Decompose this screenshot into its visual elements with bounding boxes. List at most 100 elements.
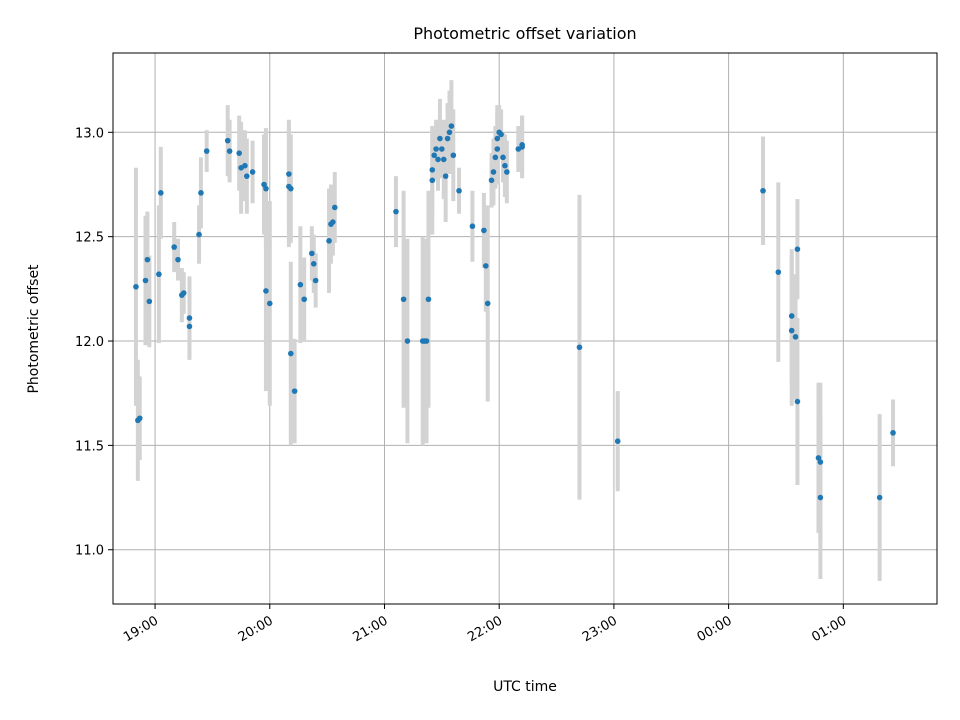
data-point	[483, 263, 489, 269]
data-point	[249, 169, 256, 175]
data-point	[133, 283, 139, 290]
x-axis-label: UTC time	[493, 679, 557, 695]
y-tick-label: 11.0	[75, 544, 104, 559]
data-point	[519, 142, 525, 148]
data-point	[226, 148, 233, 154]
error-bars	[133, 80, 896, 582]
data-point	[291, 388, 298, 394]
data-point	[186, 315, 193, 321]
data-point	[261, 181, 267, 188]
data-point	[435, 156, 441, 163]
data-point	[817, 459, 824, 465]
data-point	[450, 152, 457, 159]
data-point	[297, 281, 304, 288]
y-tick-label: 11.5	[75, 439, 104, 454]
data-point	[433, 146, 439, 152]
data-point	[203, 148, 210, 154]
data-point	[266, 300, 273, 307]
data-point	[244, 173, 250, 179]
data-point	[775, 269, 782, 275]
data-point	[288, 185, 294, 192]
data-point	[393, 208, 399, 215]
grid-lines	[113, 53, 937, 604]
data-point	[439, 146, 445, 152]
y-axis-ticks: 11.0 11.5 12.0 12.5 13.0	[75, 126, 113, 559]
data-point	[488, 177, 495, 184]
data-point	[309, 250, 315, 257]
data-point	[448, 123, 455, 129]
data-point	[198, 190, 204, 196]
data-point	[242, 162, 248, 169]
data-point	[469, 223, 476, 230]
data-point	[142, 277, 149, 284]
data-point	[286, 171, 292, 177]
x-tick-label: 21:00	[351, 613, 391, 645]
data-point	[175, 256, 181, 263]
data-point	[576, 344, 583, 351]
data-point	[312, 277, 319, 284]
data-point	[760, 187, 766, 194]
data-point	[817, 494, 824, 501]
data-point	[404, 338, 411, 344]
data-point	[263, 288, 269, 294]
data-point	[144, 256, 151, 263]
data-point	[504, 169, 510, 175]
data-point	[431, 152, 437, 159]
x-tick-label: 20:00	[236, 613, 276, 645]
x-axis-ticks: 19:00 20:00 21:00 22:00 23:00 00:00 01:00	[121, 604, 849, 645]
data-point	[224, 137, 231, 144]
data-point	[186, 323, 193, 330]
y-tick-label: 12.5	[75, 231, 104, 246]
data-point	[331, 204, 338, 211]
data-point	[196, 231, 202, 238]
y-axis-label: Photometric offset	[26, 264, 42, 394]
data-point	[794, 246, 801, 252]
data-point	[492, 154, 499, 161]
data-point	[288, 350, 294, 357]
data-point	[792, 334, 799, 340]
data-point	[423, 338, 430, 344]
y-tick-label: 12.0	[75, 335, 104, 350]
x-tick-label: 22:00	[465, 613, 505, 645]
data-point	[815, 455, 822, 461]
data-point	[301, 296, 307, 303]
data-point	[890, 430, 896, 436]
data-point	[156, 271, 162, 278]
data-point	[484, 300, 491, 307]
data-point	[446, 129, 453, 136]
data-point	[794, 398, 801, 405]
data-point	[136, 415, 143, 422]
data-point	[326, 238, 332, 244]
data-point	[500, 154, 506, 161]
data-point	[788, 313, 795, 319]
data-points	[133, 123, 896, 501]
data-point	[236, 150, 242, 156]
x-tick-label: 00:00	[695, 613, 735, 645]
data-point	[330, 219, 336, 225]
data-point	[400, 296, 407, 303]
x-tick-label: 19:00	[121, 613, 161, 645]
data-point	[157, 190, 164, 196]
data-point	[614, 438, 621, 445]
chart-title: Photometric offset variation	[413, 24, 636, 43]
data-point	[442, 173, 449, 179]
x-tick-label: 01:00	[809, 613, 849, 645]
data-point	[788, 327, 795, 334]
y-tick-label: 13.0	[75, 126, 104, 141]
data-point	[171, 244, 177, 250]
data-point	[425, 296, 432, 303]
data-point	[444, 135, 451, 142]
x-tick-label: 23:00	[580, 613, 620, 645]
data-point	[490, 169, 497, 175]
data-point	[456, 187, 462, 194]
data-point	[494, 146, 501, 152]
data-point	[180, 290, 187, 296]
data-point	[429, 167, 436, 173]
data-point	[481, 227, 487, 234]
data-point	[146, 298, 153, 305]
data-point	[437, 135, 443, 142]
data-point	[310, 260, 317, 267]
data-point	[440, 156, 447, 163]
plot-frame	[112, 52, 938, 605]
